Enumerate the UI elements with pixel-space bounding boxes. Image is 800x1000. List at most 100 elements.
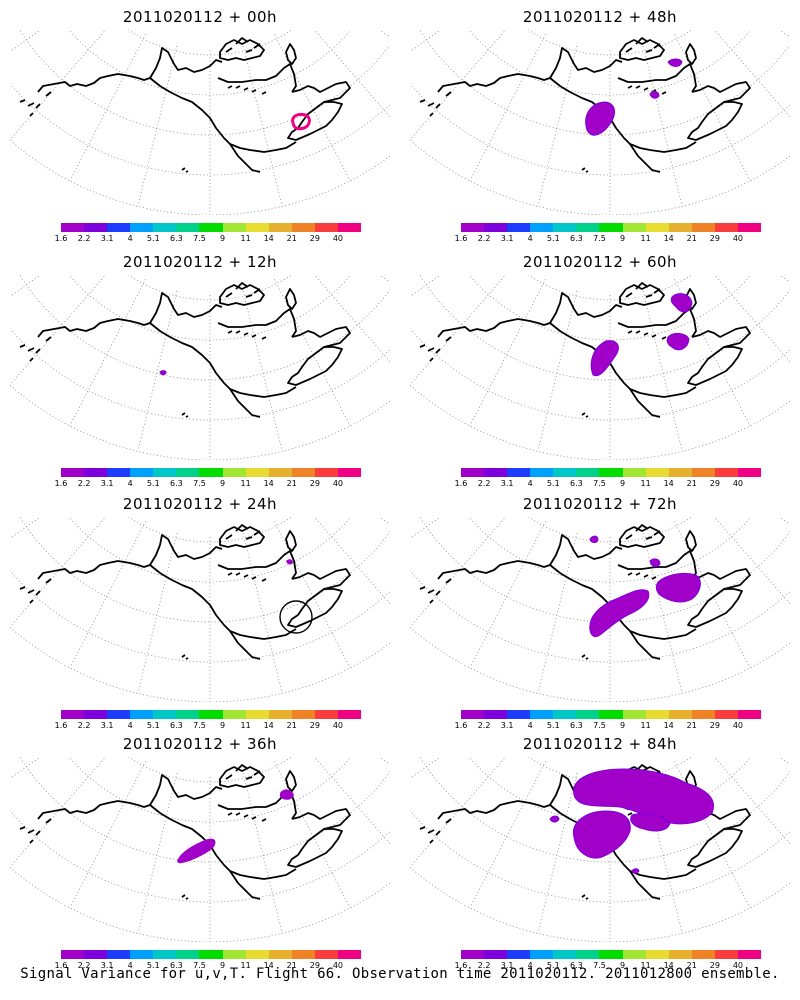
- colorbar-swatch: [645, 950, 669, 959]
- colorbar-label: 1.6: [54, 479, 68, 488]
- meridian-line: [69, 34, 147, 182]
- colorbar-swatch: [199, 223, 223, 232]
- colorbar-swatch: [245, 950, 269, 959]
- colorbar-swatch: [337, 710, 362, 719]
- coastline: [581, 412, 589, 418]
- colorbar-swatch: [337, 950, 362, 959]
- map-grid: [410, 275, 790, 460]
- forecast-panel-p00: 2011020112 + 00h 1.6 2.2 3.1 4 5.1 6.3 7.5 9 11 1…: [0, 0, 400, 245]
- coastline: [287, 588, 343, 628]
- colorbar-label: 1.6: [454, 721, 468, 730]
- meridian-line: [410, 517, 442, 539]
- coastline: [619, 526, 665, 548]
- meridian-line: [273, 521, 351, 669]
- colorbar-label: 21: [686, 721, 697, 730]
- coastline: [227, 572, 267, 582]
- coastline: [629, 388, 661, 418]
- meridian-line: [10, 757, 42, 779]
- polar-map: [10, 517, 390, 702]
- meridian-line: [137, 290, 178, 452]
- colorbar-swatch: [153, 468, 177, 477]
- coastline: [617, 308, 697, 338]
- meridian-line: [778, 517, 790, 525]
- meridian-line: [469, 521, 547, 669]
- panel-title: 2011020112 + 60h: [522, 253, 678, 271]
- colorbar-boxes: [461, 950, 762, 959]
- colorbar-swatch: [645, 710, 669, 719]
- meridian-line: [313, 30, 390, 118]
- colorbar-label: 9: [219, 961, 226, 970]
- polar-map: [10, 275, 390, 460]
- colorbar-swatch: [268, 710, 292, 719]
- colorbar-swatch: [176, 223, 200, 232]
- colorbar-labels: 1.6 2.2 3.1 4 5.1 6.3 7.5 9 11 14 21 29 40: [455, 721, 761, 733]
- coastline: [219, 766, 265, 788]
- colorbar-swatch: [61, 223, 85, 232]
- coastline: [687, 101, 743, 141]
- colorbar: 1.6 2.2 3.1 4 5.1 6.3 7.5 9 11 14 21 29 40: [455, 468, 762, 494]
- latitude-circle: [19, 275, 390, 381]
- latitude-circle: [10, 328, 390, 421]
- colorbar-label: 5.1: [546, 961, 560, 970]
- meridian-line: [642, 290, 683, 452]
- latitude-circle: [528, 517, 692, 543]
- colorbar-label: 4: [527, 234, 533, 243]
- colorbar-swatch: [84, 468, 108, 477]
- coastline: [37, 73, 151, 93]
- colorbar-swatch: [714, 223, 738, 232]
- colorbar-label: 7.5: [593, 961, 606, 970]
- coastline: [291, 808, 351, 830]
- forecast-panel-p84: 2011020112 + 84h 1.6 2.2 3.1 4 5.1 6.3 7.5 9 11 1…: [400, 727, 800, 972]
- coastline: [549, 77, 697, 153]
- meridian-line: [69, 521, 147, 669]
- map-coastline: [419, 524, 751, 660]
- colorbar-swatch: [576, 710, 600, 719]
- colorbar-swatch: [84, 710, 108, 719]
- coastline: [687, 828, 743, 868]
- colorbar-label: 21: [686, 234, 697, 243]
- colorbar-label: 7.5: [593, 721, 606, 730]
- panel-title: 2011020112 + 84h: [522, 735, 678, 753]
- coastline: [217, 790, 297, 820]
- coastline: [37, 800, 151, 820]
- panel-title: 2011020112 + 48h: [522, 8, 678, 26]
- colorbar-label: 4: [527, 961, 533, 970]
- signal-variance-region: [572, 810, 631, 859]
- signal-variance-region: [585, 101, 615, 136]
- coastline: [687, 588, 743, 628]
- meridian-line: [69, 761, 147, 909]
- coastline: [549, 322, 697, 398]
- coastline: [217, 308, 297, 338]
- panel-title: 2011020112 + 24h: [122, 495, 278, 513]
- coastline: [627, 330, 667, 340]
- coastline: [229, 388, 261, 418]
- colorbar-label: 3.1: [100, 961, 114, 970]
- latitude-circle: [410, 810, 790, 903]
- colorbar-swatch: [153, 950, 177, 959]
- colorbar-swatch: [530, 710, 554, 719]
- colorbar-swatch: [507, 710, 531, 719]
- coastline: [581, 167, 589, 173]
- colorbar-label: 4: [127, 479, 133, 488]
- colorbar-label: 14: [263, 721, 274, 730]
- colorbar-swatch: [222, 710, 246, 719]
- colorbar-label: 7.5: [193, 234, 206, 243]
- signal-variance-region: [649, 558, 661, 568]
- colorbar-labels: 1.6 2.2 3.1 4 5.1 6.3 7.5 9 11 14 21 29 40: [455, 961, 761, 973]
- colorbar-swatch: [107, 468, 131, 477]
- colorbar-label: 14: [663, 234, 674, 243]
- coastline: [629, 630, 661, 660]
- colorbar-label: 7.5: [193, 479, 206, 488]
- signal-variance-region: [549, 815, 560, 823]
- colorbar-label: 9: [219, 234, 226, 243]
- coastline: [625, 37, 661, 53]
- coastline: [687, 346, 743, 386]
- colorbar-swatch: [691, 223, 715, 232]
- meridian-line: [410, 275, 507, 386]
- colorbar-label: 5.1: [546, 234, 560, 243]
- colorbar-label: 40: [332, 234, 344, 243]
- meridian-line: [713, 275, 790, 363]
- coastline: [181, 167, 189, 173]
- colorbar-label: 3.1: [100, 721, 114, 730]
- polar-map: [410, 757, 790, 942]
